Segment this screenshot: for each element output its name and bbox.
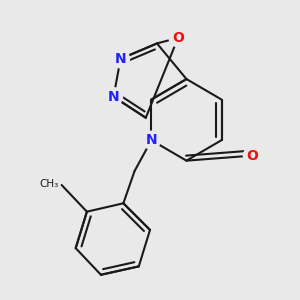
Text: N: N [115, 52, 126, 66]
Circle shape [243, 147, 261, 165]
Text: CH₃: CH₃ [40, 179, 59, 189]
Text: O: O [246, 148, 258, 163]
Circle shape [105, 88, 122, 106]
Text: O: O [172, 31, 184, 45]
Text: N: N [146, 133, 157, 147]
Text: N: N [108, 90, 119, 104]
Circle shape [169, 29, 187, 47]
Circle shape [112, 50, 130, 68]
Circle shape [142, 131, 160, 149]
